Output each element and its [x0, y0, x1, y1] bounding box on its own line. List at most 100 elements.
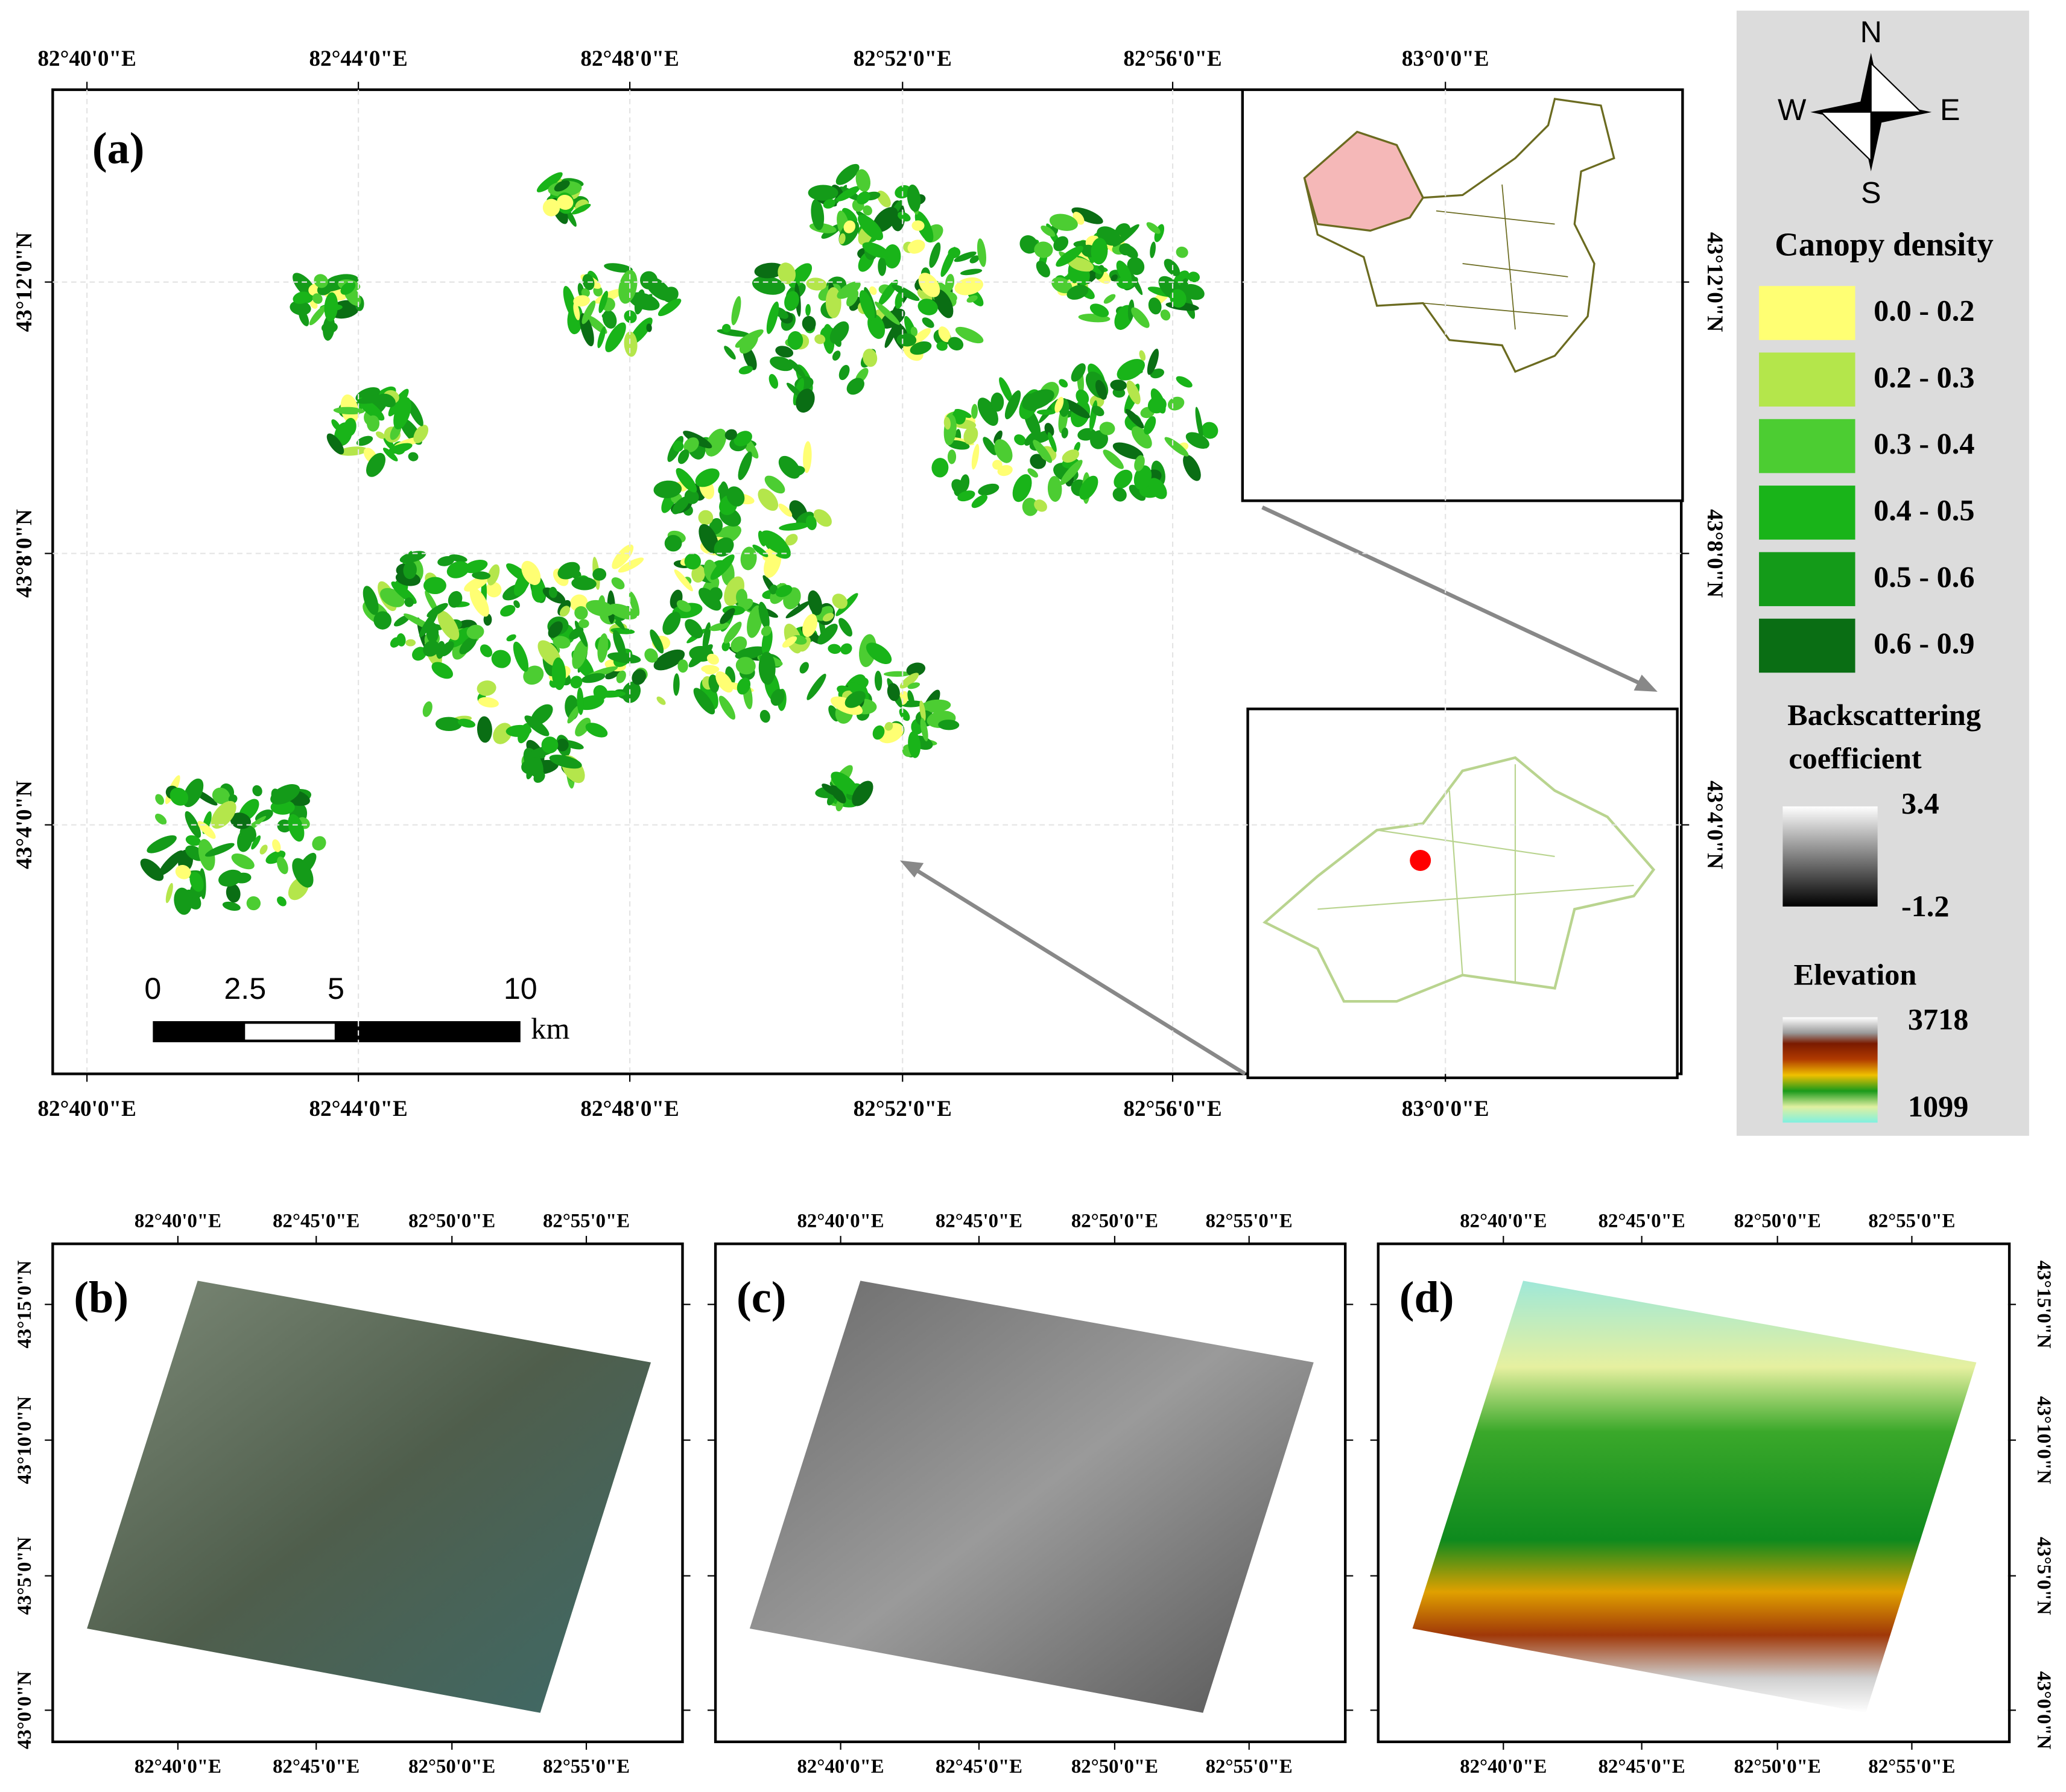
patch: [1201, 422, 1218, 439]
patch: [1091, 405, 1104, 417]
patch: [846, 378, 864, 395]
patch: [838, 233, 846, 244]
patch: [720, 608, 735, 624]
lon-label: 82°44'0"E: [309, 1097, 407, 1121]
patch: [653, 649, 685, 671]
patch: [578, 619, 589, 628]
patch: [1027, 468, 1039, 478]
patch: [388, 443, 413, 454]
patch: [577, 687, 584, 715]
panel-label: (d): [1399, 1273, 1454, 1322]
patch: [189, 872, 204, 892]
dem-image: [1412, 1281, 1977, 1713]
patch: [1033, 440, 1053, 463]
province-lines: [1422, 184, 1568, 330]
lat-label: 43°8'0"N: [12, 509, 37, 598]
patch: [787, 466, 805, 477]
patch: [1133, 465, 1152, 490]
patch: [1167, 396, 1185, 411]
patch: [762, 548, 777, 561]
lon-label: 82°45'0"E: [273, 1756, 360, 1778]
patch: [1147, 349, 1159, 375]
patch: [1127, 299, 1135, 321]
patch: [1053, 236, 1069, 252]
patch: [775, 584, 793, 597]
patch: [758, 489, 779, 511]
patch: [674, 569, 693, 592]
patch: [983, 437, 997, 455]
patch: [581, 288, 590, 297]
legend-label: 0.6 - 0.9: [1874, 626, 1974, 660]
patch: [1170, 289, 1187, 308]
patch: [887, 683, 900, 701]
patch: [612, 544, 634, 569]
patch: [907, 239, 925, 254]
patch: [607, 652, 641, 663]
patch: [446, 561, 470, 578]
patch: [613, 630, 626, 658]
compass: [1870, 62, 1923, 113]
patch: [907, 690, 914, 706]
patch: [936, 341, 948, 351]
patch: [326, 433, 344, 455]
arrowhead: [1633, 674, 1658, 692]
patch: [785, 534, 798, 546]
patch: [977, 238, 986, 267]
patch: [573, 302, 580, 320]
patch: [808, 590, 823, 616]
patch: [1036, 409, 1056, 415]
patch: [1091, 238, 1108, 265]
patch: [1176, 246, 1188, 258]
patch: [640, 271, 658, 290]
patch: [747, 605, 763, 638]
patch: [805, 515, 817, 530]
patch: [899, 673, 919, 689]
patch: [911, 220, 925, 231]
patch: [921, 699, 951, 713]
patch: [828, 644, 841, 654]
patch: [878, 257, 887, 276]
patch: [731, 296, 741, 326]
panel-label: (b): [74, 1273, 128, 1322]
patch: [480, 644, 493, 657]
lat-label: 43°4'0"N: [12, 780, 37, 869]
patch: [857, 191, 870, 204]
patch: [843, 220, 856, 233]
patch: [954, 252, 977, 262]
patch: [572, 639, 588, 670]
patch: [1079, 475, 1098, 500]
patch: [1144, 416, 1156, 435]
patch: [356, 435, 373, 446]
patch: [1148, 297, 1162, 315]
lon-label: 82°40'0"E: [797, 1756, 884, 1778]
patch: [999, 377, 1013, 403]
lon-label: 82°55'0"E: [1206, 1211, 1293, 1232]
patch: [616, 670, 626, 683]
scale-unit: km: [531, 1012, 569, 1045]
patch: [403, 561, 417, 580]
patch: [688, 644, 713, 668]
inset-xinjiang: [1246, 708, 1679, 1080]
legend-title: Backscattering: [1787, 698, 1981, 732]
sar-image: [749, 1281, 1314, 1713]
patch: [770, 356, 794, 372]
patch: [934, 289, 954, 318]
patch: [693, 688, 715, 715]
patch: [895, 291, 904, 309]
patch: [624, 331, 638, 357]
patch: [992, 460, 1003, 470]
patch: [872, 207, 898, 233]
lon-label: 82°40'0"E: [135, 1211, 221, 1232]
patch: [775, 346, 794, 358]
patch: [724, 346, 736, 360]
patch: [323, 315, 335, 341]
lon-label: 83°0'0"E: [1402, 1097, 1489, 1121]
patch: [605, 322, 626, 352]
patch: [573, 295, 590, 307]
patch: [1044, 423, 1054, 437]
patch: [574, 621, 588, 647]
patch: [513, 641, 529, 672]
patch: [1160, 309, 1171, 321]
patch: [270, 784, 300, 805]
patch: [531, 580, 546, 603]
